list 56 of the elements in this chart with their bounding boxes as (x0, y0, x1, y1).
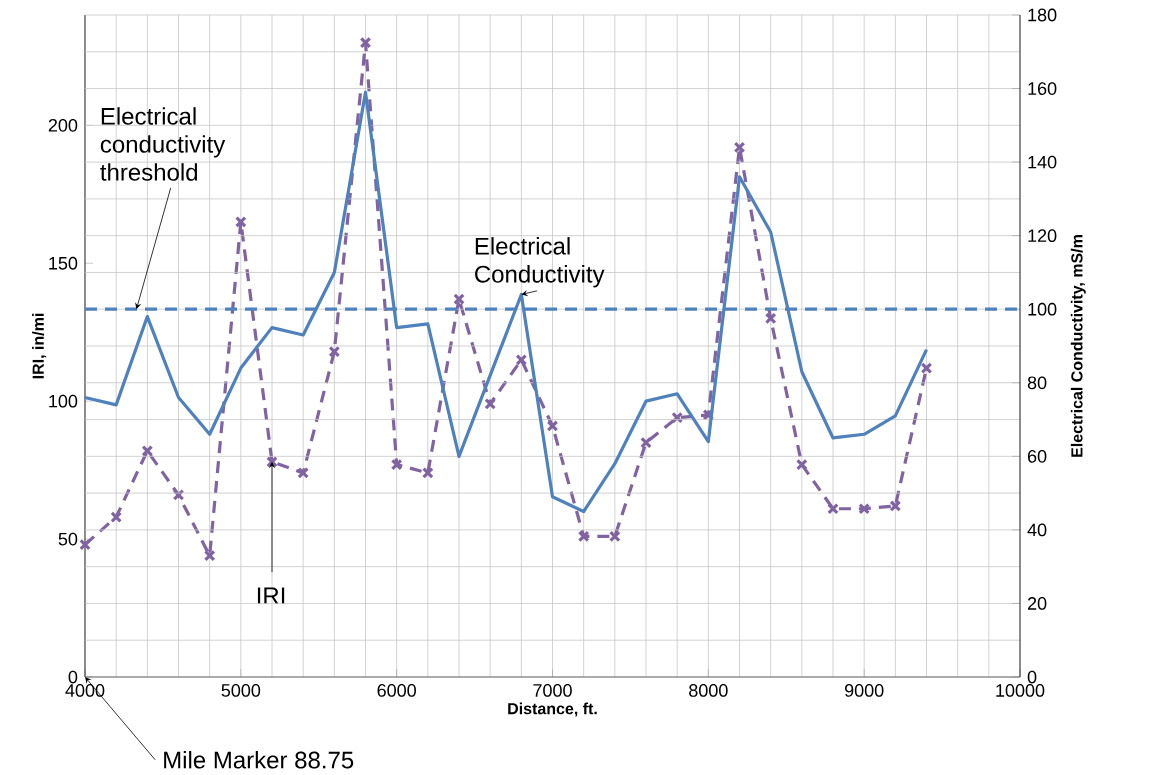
y-tick-label: 150 (49, 256, 78, 270)
point (795, 458, 808, 471)
point (920, 362, 933, 374)
point (141, 444, 154, 457)
point (203, 549, 216, 562)
point (234, 215, 247, 228)
point (453, 293, 465, 305)
text: IRI (257, 587, 285, 604)
point (608, 530, 621, 543)
x-tick-label: 9000 (844, 683, 884, 697)
point (484, 397, 497, 410)
point (827, 502, 839, 515)
y2-tick-label: 160 (1028, 82, 1057, 95)
x-axis-title: Distance, ft. (508, 702, 597, 717)
y2-tick-label: 120 (1028, 229, 1057, 242)
point (889, 500, 902, 512)
series-label: Electrical Conductivity (475, 236, 605, 288)
x-tick-label: 7000 (533, 683, 572, 697)
ref-line-label: Electrical conductivity threshold (100, 107, 226, 181)
point (764, 312, 777, 325)
y2-axis-title: Electrical Conductivity, mS/m (1070, 235, 1086, 457)
y-tick-label: 50 (58, 532, 78, 546)
point (79, 538, 91, 551)
point (110, 511, 123, 523)
point (172, 489, 185, 501)
point (640, 436, 652, 449)
point (546, 420, 559, 432)
x-tick-label: 10000 (996, 683, 1045, 697)
point (421, 466, 434, 479)
point (858, 502, 871, 515)
text: Mile Marker 88.75 (164, 750, 354, 769)
y2-tick-label: 40 (1027, 523, 1047, 537)
point (266, 455, 278, 468)
y2-tick-label: 20 (1027, 596, 1047, 610)
point (297, 466, 310, 479)
y-tick-label: 200 (48, 118, 78, 132)
x-tick-label: 6000 (377, 683, 416, 697)
x-tick-label: 4000 (65, 683, 105, 697)
point (577, 530, 590, 543)
y2-tick-label: 100 (1028, 302, 1057, 316)
y-axis-title: IRI, in/mi (32, 313, 47, 379)
y-tick-label: 0 (68, 670, 78, 684)
y-tick-label: 100 (49, 394, 78, 408)
point (671, 411, 684, 424)
y2-tick-label: 180 (1028, 8, 1057, 22)
point (328, 345, 341, 358)
point (359, 36, 372, 49)
y2-tick-label: 60 (1027, 449, 1047, 463)
point (390, 458, 403, 471)
y2-tick-label: 140 (1028, 155, 1057, 169)
y2-tick-label: 0 (1027, 670, 1037, 684)
point (515, 353, 528, 366)
x-tick-label: 5000 (221, 683, 261, 697)
x-tick-label: 8000 (689, 683, 728, 697)
point (733, 141, 746, 154)
y2-tick-label: 80 (1027, 376, 1047, 390)
